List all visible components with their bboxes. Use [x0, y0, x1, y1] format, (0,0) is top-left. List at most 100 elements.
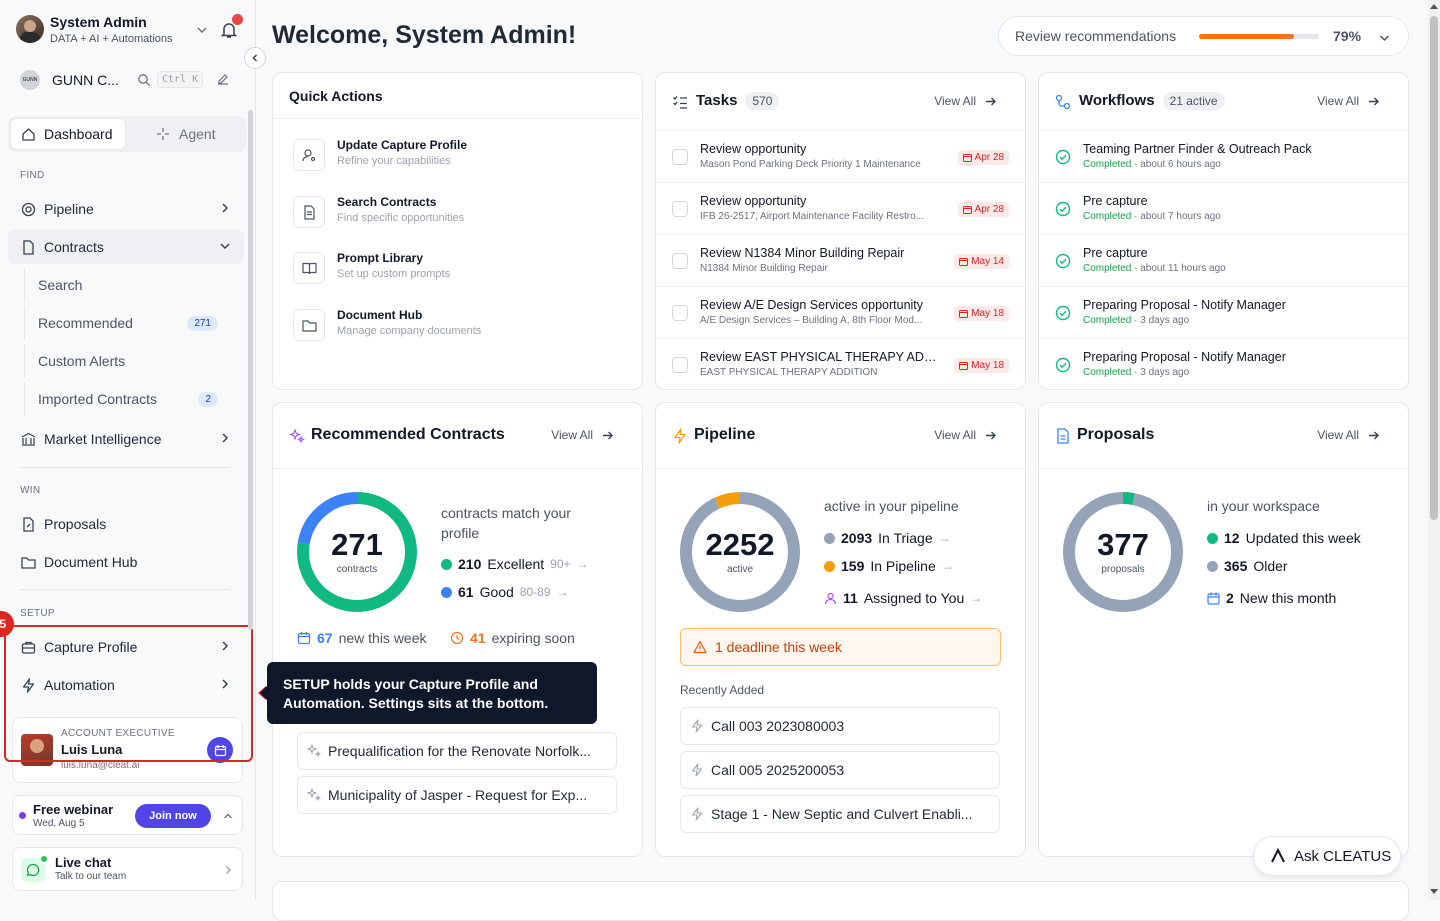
user-avatar[interactable]	[16, 15, 44, 43]
workflows-count: 21 active	[1163, 92, 1225, 110]
sidebar-subitem-imported[interactable]: Imported Contracts 2	[24, 382, 234, 416]
search-icon[interactable]	[137, 73, 151, 87]
sidebar-scrollbar[interactable]	[248, 110, 253, 630]
org-name[interactable]: GUNN C...	[52, 72, 119, 88]
task-row[interactable]: Review A/E Design Services opportunity A/…	[656, 287, 1025, 339]
webinar-card[interactable]: Free webinar Wed, Aug 5 Join now	[12, 795, 243, 835]
task-checkbox[interactable]	[672, 253, 688, 269]
checklist-icon	[672, 94, 688, 110]
triage-dot	[824, 533, 835, 544]
bell-icon[interactable]	[220, 21, 238, 39]
section-setup: SETUP	[20, 608, 55, 619]
view-all-label: View All	[934, 94, 976, 108]
dashboard-tab[interactable]: Dashboard	[10, 118, 126, 150]
scroll-down-icon[interactable]	[1430, 889, 1438, 894]
agent-tab[interactable]: Agent	[150, 118, 240, 150]
scrollbar-thumb[interactable]	[1430, 16, 1438, 520]
live-chat-card[interactable]: Live chat Talk to our team	[12, 847, 243, 891]
older-stat[interactable]: 365 Older	[1207, 558, 1288, 574]
task-checkbox[interactable]	[672, 357, 688, 373]
new-this-week-stat[interactable]: 67 new this week	[297, 630, 427, 646]
page-scrollbar[interactable]	[1428, 0, 1440, 900]
quick-actions-card: Quick Actions Update Capture Profile Ref…	[272, 72, 643, 390]
assigned-stat[interactable]: 11 Assigned to You →	[824, 590, 982, 606]
tasks-view-all[interactable]: View All	[934, 94, 997, 108]
new-month-label: New this month	[1240, 590, 1336, 606]
join-now-button[interactable]: Join now	[135, 804, 211, 828]
workflow-row[interactable]: Pre capture Completed · about 7 hours ago	[1039, 183, 1408, 235]
good-stat[interactable]: 61 Good 80-89 →	[441, 584, 569, 600]
task-row[interactable]: Review EAST PHYSICAL THERAPY ADD... EAST …	[656, 339, 1025, 390]
task-checkbox[interactable]	[672, 201, 688, 217]
recommended-total-label: contracts	[295, 564, 419, 575]
workflows-view-all[interactable]: View All	[1317, 94, 1380, 108]
review-percent: 79%	[1333, 28, 1361, 44]
quick-action-search-contracts[interactable]: Search Contracts Find specific opportuni…	[289, 192, 629, 248]
quick-action-update-capture-profile[interactable]: Update Capture Profile Refine your capab…	[289, 135, 629, 191]
recent-item[interactable]: Call 005 2025200053	[680, 751, 1000, 789]
recommended-view-all[interactable]: View All	[551, 428, 614, 442]
user-gear-icon	[293, 139, 325, 171]
view-all-label: View All	[934, 428, 976, 442]
sidebar-item-document-hub[interactable]: Document Hub	[8, 545, 244, 579]
bottom-card	[272, 881, 1409, 921]
workflow-row[interactable]: Preparing Proposal - Notify Manager Compl…	[1039, 287, 1408, 339]
chat-icon	[21, 858, 45, 882]
calendar-icon	[963, 153, 972, 162]
workflow-row[interactable]: Pre capture Completed · about 11 hours ag…	[1039, 235, 1408, 287]
chevron-down-icon[interactable]	[195, 23, 209, 37]
workflow-status-label: Completed	[1083, 263, 1131, 274]
sidebar-subitem-recommended[interactable]: Recommended 271	[24, 306, 234, 340]
folder-icon	[293, 309, 325, 341]
updated-stat[interactable]: 12 Updated this week	[1207, 530, 1361, 546]
edit-icon[interactable]	[216, 72, 230, 86]
new-label: new this week	[339, 630, 427, 646]
task-checkbox[interactable]	[672, 305, 688, 321]
proposals-view-all[interactable]: View All	[1317, 428, 1380, 442]
quick-action-prompt-library[interactable]: Prompt Library Set up custom prompts	[289, 248, 629, 304]
in-pipeline-stat[interactable]: 159 In Pipeline →	[824, 558, 954, 574]
pipeline-view-all[interactable]: View All	[934, 428, 997, 442]
recent-item[interactable]: Call 003 2023080003	[680, 707, 1000, 745]
chevron-up-icon[interactable]	[222, 810, 234, 822]
recommended-header: Recommended Contracts View All	[273, 403, 642, 469]
due-date: May 14	[971, 256, 1004, 267]
workflow-title: Teaming Partner Finder & Outreach Pack	[1083, 142, 1312, 156]
task-checkbox[interactable]	[672, 149, 688, 165]
good-count: 61	[458, 584, 474, 600]
tasks-header: Tasks 570 View All	[656, 73, 1025, 131]
task-row[interactable]: Review N1384 Minor Building Repair N1384 …	[656, 235, 1025, 287]
workflow-row[interactable]: Preparing Proposal - Notify Manager Compl…	[1039, 339, 1408, 390]
expiring-soon-stat[interactable]: 41 expiring soon	[450, 630, 575, 646]
recent-item[interactable]: Stage 1 - New Septic and Culvert Enabli.…	[680, 795, 1000, 833]
sidebar-item-contracts[interactable]: Contracts	[8, 230, 244, 264]
workflow-row[interactable]: Teaming Partner Finder & Outreach Pack Co…	[1039, 131, 1408, 183]
sidebar-subitem-custom-alerts[interactable]: Custom Alerts	[24, 344, 234, 378]
workflow-status: Completed · about 7 hours ago	[1083, 211, 1221, 222]
in-triage-stat[interactable]: 2093 In Triage →	[824, 530, 951, 546]
view-all-label: View All	[551, 428, 593, 442]
scroll-up-icon[interactable]	[1430, 4, 1438, 9]
recommended-contract-item[interactable]: Prequalification for the Renovate Norfol…	[297, 732, 617, 770]
collapse-sidebar-button[interactable]	[244, 47, 266, 69]
task-row[interactable]: Review opportunity IFB 26-2517, Airport M…	[656, 183, 1025, 235]
notification-dot	[232, 14, 243, 25]
excellent-stat[interactable]: 210 Excellent 90+ →	[441, 556, 589, 572]
online-dot	[39, 854, 49, 864]
recommended-contract-item[interactable]: Municipality of Jasper - Request for Exp…	[297, 776, 617, 814]
quick-action-document-hub[interactable]: Document Hub Manage company documents	[289, 305, 629, 361]
deadline-alert[interactable]: 1 deadline this week	[680, 628, 1001, 666]
quick-action-title: Document Hub	[337, 308, 422, 322]
task-subtitle: EAST PHYSICAL THERAPY ADDITION	[700, 367, 936, 378]
sidebar-item-proposals[interactable]: Proposals	[8, 507, 244, 541]
review-recommendations-pill[interactable]: Review recommendations 79%	[998, 16, 1409, 56]
ask-cleatus-button[interactable]: Ask CLEATUS	[1253, 836, 1401, 876]
sidebar-item-pipeline[interactable]: Pipeline	[8, 192, 244, 226]
sidebar-item-market-intelligence[interactable]: Market Intelligence	[8, 422, 244, 456]
task-row[interactable]: Review opportunity Mason Pond Parking Dec…	[656, 131, 1025, 183]
sidebar-subitem-search[interactable]: Search	[24, 268, 234, 302]
new-month-stat[interactable]: 2 New this month	[1207, 590, 1336, 606]
sparkle-icon	[156, 127, 171, 142]
arrow-right-icon: →	[557, 585, 569, 599]
check-circle-icon	[1055, 253, 1071, 269]
